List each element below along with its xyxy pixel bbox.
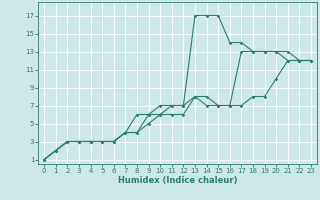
X-axis label: Humidex (Indice chaleur): Humidex (Indice chaleur) — [118, 176, 237, 185]
